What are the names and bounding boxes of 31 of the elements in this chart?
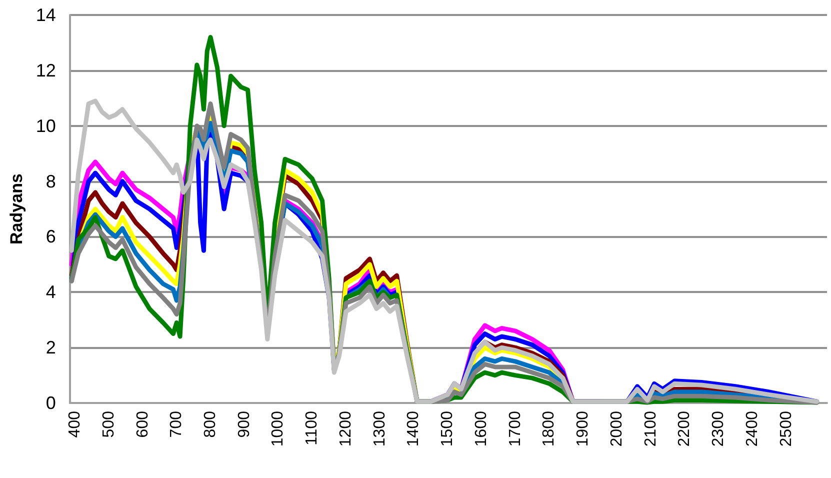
x-tick-label: 1800 [540, 410, 558, 447]
x-tick-label: 1700 [506, 410, 524, 447]
y-tick-label: 6 [46, 226, 56, 247]
x-tick-label: 1900 [574, 410, 592, 447]
x-tick-label: 800 [202, 410, 219, 438]
x-tick-label: 2200 [676, 410, 694, 447]
x-tick-label: 1400 [405, 410, 422, 447]
x-tick-label: 1600 [472, 410, 490, 447]
y-tick-label: 0 [46, 393, 56, 413]
x-tick-label: 2400 [744, 410, 761, 447]
x-tick-label: 500 [100, 410, 118, 438]
x-tick-label: 2500 [778, 410, 795, 447]
x-tick-label: 2100 [642, 410, 660, 447]
y-axis-title: Radyans [7, 174, 26, 244]
x-tick-label: 2300 [710, 410, 728, 447]
x-tick-label: 900 [236, 410, 253, 438]
x-tick-label: 600 [134, 410, 152, 438]
x-tick-label: 1100 [304, 410, 321, 446]
y-tick-label: 10 [36, 116, 56, 136]
y-tick-label: 4 [46, 282, 56, 302]
x-tick-label: 2000 [608, 410, 626, 447]
y-tick-label: 14 [36, 5, 56, 25]
x-tick-label: 400 [66, 410, 84, 438]
x-tick-label: 1000 [270, 410, 287, 447]
x-tick-label: 700 [168, 410, 186, 438]
x-tick-label: 1500 [439, 410, 456, 447]
x-tick-label: 1300 [371, 410, 388, 447]
y-tick-label: 2 [46, 338, 56, 358]
y-tick-label: 8 [46, 171, 56, 192]
x-tick-label: 1200 [337, 410, 354, 447]
y-tick-label: 12 [36, 60, 56, 80]
